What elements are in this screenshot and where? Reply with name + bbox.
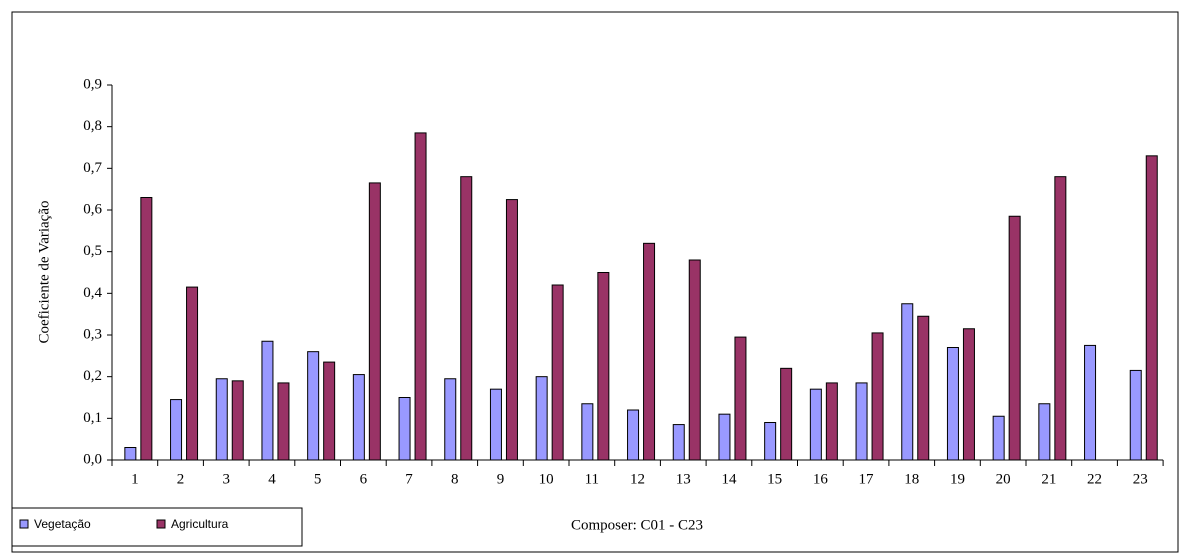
bar — [627, 409, 640, 461]
bar — [444, 378, 457, 461]
x-tick-label: 2 — [177, 471, 185, 487]
bar — [460, 176, 473, 461]
bar — [124, 447, 137, 461]
x-tick-label: 8 — [451, 471, 459, 487]
bar — [672, 424, 685, 461]
bar — [261, 340, 274, 461]
legend-swatch — [156, 519, 166, 529]
y-tick-label: 0,9 — [83, 76, 102, 92]
y-axis-title: Coeficiente de Variação — [36, 201, 52, 344]
y-tick-label: 0,2 — [83, 368, 102, 384]
bar — [946, 347, 959, 461]
bar — [643, 242, 656, 461]
bar — [231, 380, 244, 461]
bar — [718, 413, 731, 461]
bar — [414, 132, 427, 461]
x-tick-label: 3 — [223, 471, 231, 487]
x-tick-label: 17 — [859, 471, 875, 487]
bar — [307, 351, 320, 461]
bar — [688, 259, 701, 461]
x-tick-label: 21 — [1041, 471, 1056, 487]
legend-label: Vegetação — [34, 517, 91, 531]
bar — [1008, 215, 1021, 461]
x-tick-label: 9 — [497, 471, 505, 487]
bar — [1054, 176, 1067, 461]
y-tick-label: 0,4 — [83, 285, 102, 301]
bar — [809, 388, 822, 461]
bar — [825, 382, 838, 461]
bar — [901, 303, 914, 461]
bar — [871, 332, 884, 461]
x-tick-label: 12 — [630, 471, 645, 487]
y-tick-label: 0,3 — [83, 326, 102, 342]
x-tick-label: 6 — [360, 471, 368, 487]
bar — [535, 376, 548, 461]
bar — [215, 378, 228, 461]
x-tick-label: 16 — [813, 471, 829, 487]
bar — [505, 199, 518, 461]
x-tick-label: 18 — [904, 471, 919, 487]
x-tick-label: 15 — [767, 471, 782, 487]
bar — [764, 422, 777, 461]
y-tick-label: 0,0 — [83, 451, 102, 467]
legend-swatch — [19, 519, 29, 529]
x-tick-label: 11 — [585, 471, 599, 487]
x-tick-label: 22 — [1087, 471, 1102, 487]
bar — [992, 415, 1005, 461]
bar — [1084, 344, 1097, 461]
y-tick-label: 0,5 — [83, 243, 102, 259]
y-tick-label: 0,6 — [83, 201, 102, 217]
bar — [917, 315, 930, 461]
bar — [780, 367, 793, 461]
bar — [1145, 155, 1158, 461]
x-tick-label: 4 — [268, 471, 276, 487]
bar — [551, 284, 564, 461]
bar — [855, 382, 868, 461]
bar — [140, 197, 153, 461]
x-tick-label: 19 — [950, 471, 965, 487]
bar — [581, 403, 594, 461]
bar — [323, 361, 336, 461]
x-axis-title: Composer: C01 - C23 — [571, 517, 703, 533]
bar — [1129, 369, 1142, 461]
y-tick-label: 0,7 — [83, 160, 102, 176]
x-tick-label: 5 — [314, 471, 322, 487]
bar — [368, 182, 381, 461]
bar — [734, 336, 747, 461]
bar — [186, 286, 199, 461]
bar — [352, 374, 365, 461]
y-tick-label: 0,1 — [83, 410, 102, 426]
chart-border — [11, 11, 1179, 553]
y-tick-label: 0,8 — [83, 118, 102, 134]
bar — [1038, 403, 1051, 461]
bar — [597, 272, 610, 461]
x-tick-label: 20 — [996, 471, 1011, 487]
x-tick-label: 14 — [721, 471, 737, 487]
bar — [170, 399, 183, 461]
legend-label: Agricultura — [171, 517, 229, 531]
x-tick-label: 1 — [131, 471, 139, 487]
x-tick-label: 10 — [539, 471, 554, 487]
bar — [489, 388, 502, 461]
bar — [277, 382, 290, 461]
bar — [398, 397, 411, 461]
x-tick-label: 7 — [405, 471, 413, 487]
bar — [962, 328, 975, 461]
x-tick-label: 13 — [676, 471, 691, 487]
x-tick-label: 23 — [1133, 471, 1148, 487]
